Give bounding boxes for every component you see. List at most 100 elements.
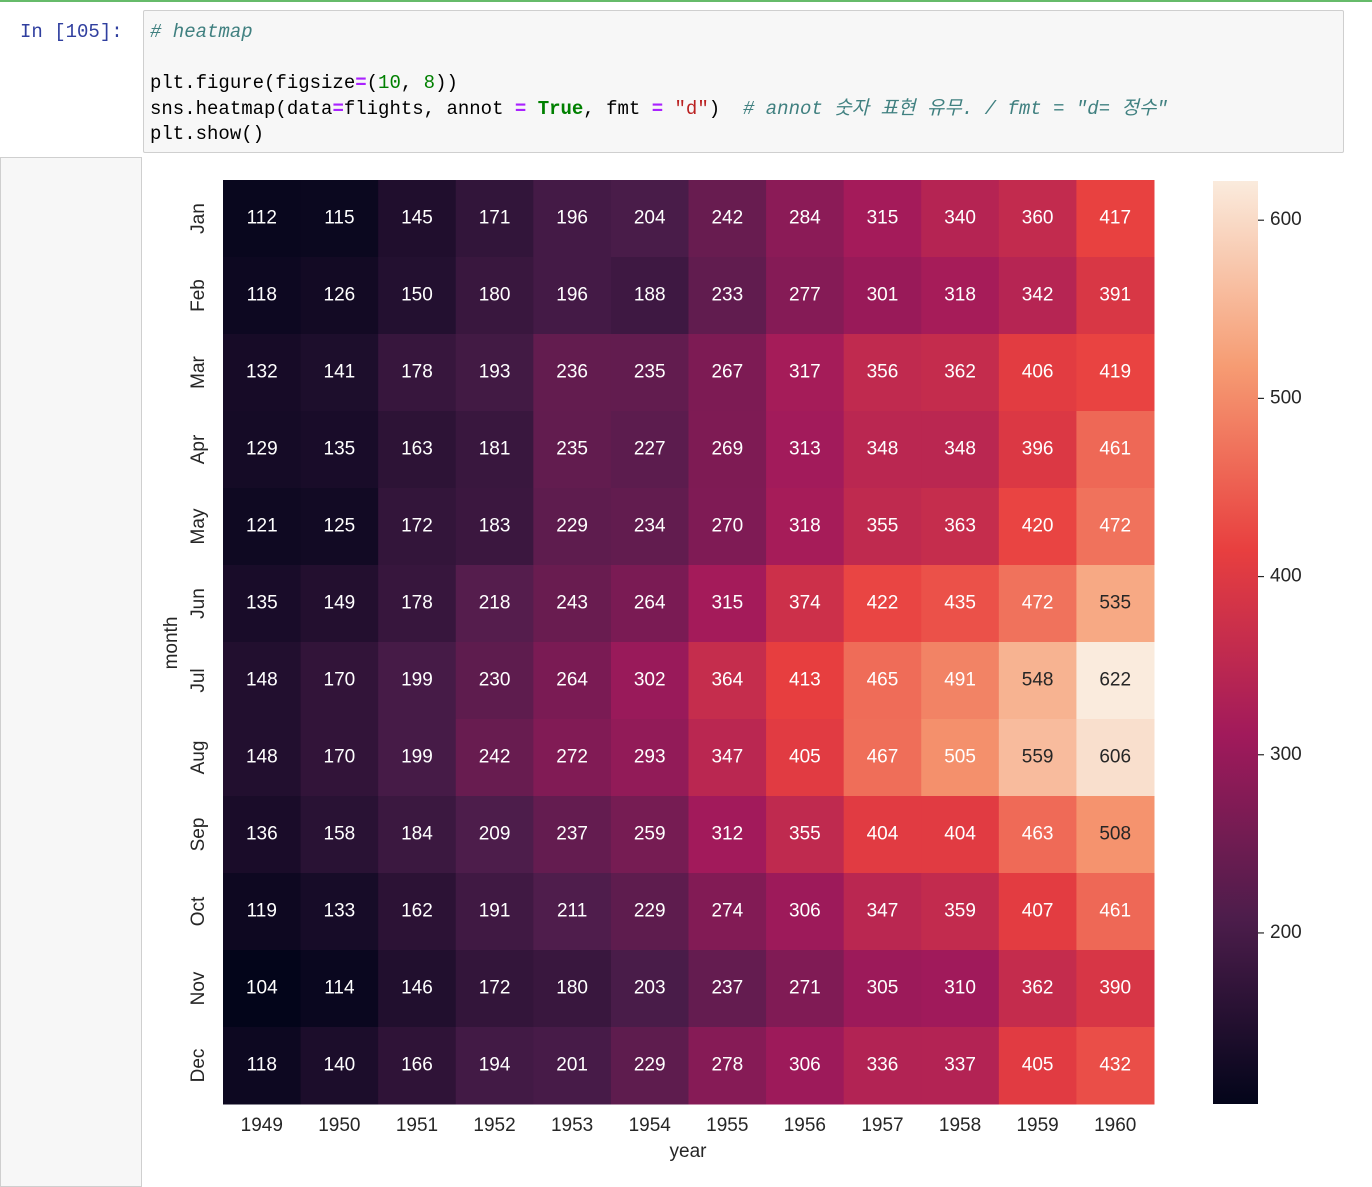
cell-annotation: 274 (711, 901, 743, 922)
cell-annotation: 348 (867, 439, 899, 460)
cell-annotation: 115 (324, 208, 354, 229)
cell-annotation: 140 (324, 1055, 356, 1076)
heatmap-cell (688, 565, 767, 643)
cell-annotation: 145 (401, 208, 433, 229)
heatmap-cell (843, 642, 922, 720)
cell-annotation: 284 (789, 208, 821, 229)
heatmap-cell (998, 642, 1077, 720)
y-tick-label: Dec (188, 1049, 209, 1083)
cell-annotation: 420 (1022, 516, 1054, 537)
cell-annotation: 148 (246, 747, 278, 768)
cell-annotation: 362 (944, 362, 976, 383)
cell-annotation: 422 (867, 593, 899, 614)
cell-annotation: 391 (1099, 285, 1131, 306)
x-tick-label: 1956 (784, 1115, 826, 1136)
cell-annotation: 235 (556, 439, 588, 460)
heatmap-cell (998, 488, 1077, 566)
heatmap-cell (455, 796, 534, 874)
heatmap-cell (921, 873, 1000, 951)
cell-annotation: 435 (944, 593, 976, 614)
heatmap-cell (921, 565, 1000, 643)
heatmap-cell (533, 334, 612, 412)
heatmap-cell (610, 488, 689, 566)
heatmap-cell (300, 334, 379, 412)
y-tick-label: Jan (188, 203, 209, 234)
cell-annotation: 270 (711, 516, 743, 537)
heatmap-cell (998, 796, 1077, 874)
cell-annotation: 237 (556, 824, 588, 845)
heatmap-cell (766, 565, 845, 643)
heatmap-cell (688, 334, 767, 412)
code-token: "d" (674, 97, 709, 120)
cell-annotation: 315 (867, 208, 899, 229)
heatmap-cell (998, 950, 1077, 1028)
cell-annotation: 264 (634, 593, 666, 614)
heatmap-cell (688, 642, 767, 720)
heatmap-cell (1076, 334, 1155, 412)
cell-annotation: 535 (1099, 593, 1131, 614)
cell-selection-bar (0, 0, 1372, 2)
heatmap-cell (533, 411, 612, 489)
heatmap-cell (766, 411, 845, 489)
cell-annotation: 310 (944, 978, 976, 999)
heatmap-cell (998, 334, 1077, 412)
x-tick-label: 1952 (473, 1115, 515, 1136)
cell-annotation: 622 (1099, 670, 1131, 691)
heatmap-cell (843, 411, 922, 489)
heatmap-cell (1076, 950, 1155, 1028)
cell-annotation: 234 (634, 516, 666, 537)
heatmap-cell (378, 950, 457, 1028)
heatmap-cell (378, 257, 457, 335)
cell-annotation: 467 (867, 747, 899, 768)
heatmap-cell (843, 1027, 922, 1105)
cell-annotation: 199 (401, 747, 433, 768)
heatmap-cell (1076, 873, 1155, 951)
heatmap-cell (455, 873, 534, 951)
code-cell[interactable]: # heatmap plt.figure(figsize=(10, 8)) sns.… (143, 10, 1344, 153)
cell-annotation: 180 (479, 285, 511, 306)
heatmap-cell (223, 719, 302, 797)
input-prompt: In [105]: (20, 21, 123, 43)
heatmap-cell (378, 180, 457, 258)
cell-annotation: 170 (324, 670, 356, 691)
heatmap-cell (610, 873, 689, 951)
cell-annotation: 112 (247, 208, 277, 229)
heatmap-cell (766, 334, 845, 412)
cell-annotation: 229 (634, 1055, 666, 1076)
cell-annotation: 211 (557, 901, 587, 922)
heatmap-cell (998, 565, 1077, 643)
code-token: = (332, 97, 344, 120)
colorbar-tick-label: 500 (1270, 387, 1302, 408)
cell-annotation: 318 (944, 285, 976, 306)
code-token: , (400, 72, 424, 94)
heatmap-cell (766, 796, 845, 874)
heatmap-cell (533, 950, 612, 1028)
heatmap-cell (998, 257, 1077, 335)
heatmap-cell (533, 565, 612, 643)
cell-annotation: 360 (1022, 208, 1054, 229)
cell-annotation: 172 (401, 516, 433, 537)
heatmap-cell (610, 411, 689, 489)
heatmap-cell (843, 796, 922, 874)
cell-annotation: 419 (1099, 362, 1131, 383)
code-token: ) (708, 97, 743, 120)
y-tick-label: Apr (188, 434, 209, 464)
cell-annotation: 230 (479, 670, 511, 691)
heatmap-cell (766, 950, 845, 1028)
cell-annotation: 141 (324, 362, 356, 383)
cell-annotation: 312 (711, 824, 743, 845)
cell-annotation: 183 (479, 516, 511, 537)
heatmap-cell (843, 950, 922, 1028)
heatmap-cell (533, 796, 612, 874)
heatmap-cell (766, 257, 845, 335)
cell-annotation: 407 (1022, 901, 1054, 922)
cell-annotation: 406 (1022, 362, 1054, 383)
heatmap-cell (610, 565, 689, 643)
heatmap-cell (921, 488, 1000, 566)
heatmap-cell (1076, 796, 1155, 874)
heatmap-cell (455, 565, 534, 643)
y-tick-label: May (188, 508, 209, 544)
heatmap-cell (921, 411, 1000, 489)
cell-annotation: 259 (634, 824, 666, 845)
cell-annotation: 461 (1099, 901, 1131, 922)
